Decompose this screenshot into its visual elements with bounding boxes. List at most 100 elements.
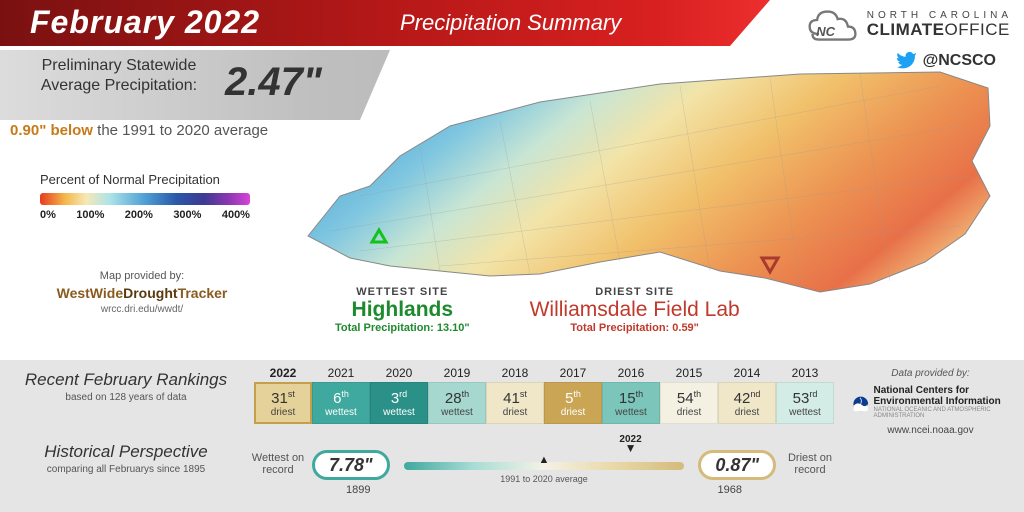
ncei-sub: NATIONAL OCEANIC AND ATMOSPHERIC ADMINIS… <box>874 407 1009 419</box>
historical-label: Historical Perspective comparing all Feb… <box>16 442 236 475</box>
rank-cell: 2016 15thwettest <box>602 366 660 424</box>
rank-cell: 2021 6thwettest <box>312 366 370 424</box>
wettest-total: Total Precipitation: 13.10" <box>335 322 470 334</box>
legend-tick: 200% <box>125 209 153 221</box>
rank-cell: 2020 3rdwettest <box>370 366 428 424</box>
rank-num: 31st <box>271 389 295 407</box>
rankings-title: Recent February Rankings <box>16 370 236 390</box>
header-title: Precipitation Summary <box>400 10 621 36</box>
driest-total: Total Precipitation: 0.59" <box>530 322 740 334</box>
nc-map <box>300 66 1000 316</box>
svg-text:NC: NC <box>816 24 835 39</box>
rank-cat: wettest <box>325 407 357 418</box>
header-banner: February 2022 Precipitation Summary <box>0 0 780 46</box>
wettest-name: Highlands <box>335 298 470 322</box>
rank-cell: 2015 54thdriest <box>660 366 718 424</box>
bottom-band: Recent February Rankings based on 128 ye… <box>0 360 1024 512</box>
rank-cell: 201928thwettest <box>428 366 486 424</box>
rank-box: 41stdriest <box>486 382 544 424</box>
rank-cat: wettest <box>383 407 415 418</box>
hist-wet-year: 1899 <box>346 484 370 496</box>
rankings-label: Recent February Rankings based on 128 ye… <box>16 370 236 403</box>
rank-year: 2015 <box>676 366 703 380</box>
triangle-down-icon: ▼ <box>619 445 641 451</box>
hist-wet-label: Wettest on record <box>248 452 308 476</box>
rank-cell: 2022 31stdriest <box>254 366 312 424</box>
rank-year: 2021 <box>328 366 355 380</box>
rank-cat: driest <box>677 407 701 418</box>
rank-year: 2013 <box>792 366 819 380</box>
data-credit: Data provided by: National Centers for E… <box>853 368 1008 436</box>
anomaly-rest: the 1991 to 2020 average <box>93 122 268 139</box>
rank-year: 2018 <box>502 366 529 380</box>
map-credit-lead: Map provided by: <box>52 270 232 282</box>
legend-bar <box>40 193 250 205</box>
anomaly-delta: 0.90" below <box>10 122 93 139</box>
driest-site: DRIEST SITE Williamsdale Field Lab Total… <box>530 286 740 334</box>
wettest-site: WETTEST SITE Highlands Total Precipitati… <box>335 286 470 334</box>
rank-cell: 2013 53rdwettest <box>776 366 834 424</box>
rank-num: 54th <box>677 389 701 407</box>
anomaly-text: 0.90" below the 1991 to 2020 average <box>0 122 268 139</box>
rank-num: 53rd <box>793 389 818 407</box>
rank-num: 42nd <box>734 389 761 407</box>
rank-box: 31stdriest <box>254 382 312 424</box>
rank-cat: driest <box>271 407 295 418</box>
rank-year: 2014 <box>734 366 761 380</box>
historical-title: Historical Perspective <box>16 442 236 462</box>
ncei-url: www.ncei.noaa.gov <box>853 425 1008 436</box>
rank-year: 2020 <box>386 366 413 380</box>
rank-box: 53rdwettest <box>776 382 834 424</box>
rank-cat: driest <box>503 407 527 418</box>
data-credit-lead: Data provided by: <box>853 368 1008 379</box>
rank-cat: driest <box>735 407 759 418</box>
map-credit-url: wrcc.dri.edu/wwdt/ <box>52 304 232 315</box>
wettest-head: WETTEST SITE <box>335 286 470 298</box>
header-month: February 2022 <box>30 4 260 41</box>
historical-bar: Wettest on record 7.78" 1899 ▲ 1991 to 2… <box>254 444 834 500</box>
rank-year: 2016 <box>618 366 645 380</box>
legend-tick: 100% <box>76 209 104 221</box>
legend-tick: 300% <box>173 209 201 221</box>
rank-num: 28th <box>445 389 469 407</box>
legend-tick: 400% <box>222 209 250 221</box>
rank-num: 15th <box>619 389 643 407</box>
rank-box: 3rdwettest <box>370 382 428 424</box>
hist-avg-label: 1991 to 2020 average <box>500 474 588 484</box>
rank-cat: wettest <box>615 407 647 418</box>
rank-box: 42nddriest <box>718 382 776 424</box>
avg-label: Preliminary Statewide Average Precipitat… <box>24 56 214 96</box>
rank-box: 54thdriest <box>660 382 718 424</box>
hist-dry-year: 1968 <box>718 484 742 496</box>
rank-cell: 2018 41stdriest <box>486 366 544 424</box>
rank-box: 6thwettest <box>312 382 370 424</box>
ncco-line2: CLIMATEOFFICE <box>867 21 1012 38</box>
site-callouts: WETTEST SITE Highlands Total Precipitati… <box>335 286 740 334</box>
rank-box: 5thdriest <box>544 382 602 424</box>
hist-wet-value: 7.78" <box>312 450 390 480</box>
rank-cell: 2014 42nddriest <box>718 366 776 424</box>
rankings-sub: based on 128 years of data <box>16 392 236 403</box>
rank-num: 6th <box>333 389 349 407</box>
noaa-logo-icon <box>853 391 869 417</box>
rank-year: 2022 <box>270 366 297 380</box>
hist-avg-tick: ▲ <box>539 454 550 466</box>
rank-year: 2017 <box>560 366 587 380</box>
hist-current-marker: 2022 ▼ <box>619 434 641 451</box>
ncei-name: National Centers for Environmental Infor… <box>874 385 1009 407</box>
legend-title: Percent of Normal Precipitation <box>40 172 250 187</box>
rank-box: 28thwettest <box>428 382 486 424</box>
rank-cat: driest <box>561 407 585 418</box>
rank-cat: wettest <box>441 407 473 418</box>
rankings-row: 202231stdriest20216thwettest20203rdwette… <box>254 366 834 424</box>
legend-tick: 0% <box>40 209 56 221</box>
rank-num: 3rd <box>391 389 407 407</box>
rank-num: 41st <box>503 389 527 407</box>
historical-sub: comparing all Februarys since 1895 <box>16 464 236 475</box>
driest-name: Williamsdale Field Lab <box>530 298 740 322</box>
rank-cell: 2017 5thdriest <box>544 366 602 424</box>
legend-ticks: 0% 100% 200% 300% 400% <box>40 209 250 221</box>
ncco-logo: NC NORTH CAROLINA CLIMATEOFFICE <box>805 6 1012 42</box>
hist-dry-value: 0.87" <box>698 450 776 480</box>
hist-dry-label: Driest on record <box>780 452 840 476</box>
